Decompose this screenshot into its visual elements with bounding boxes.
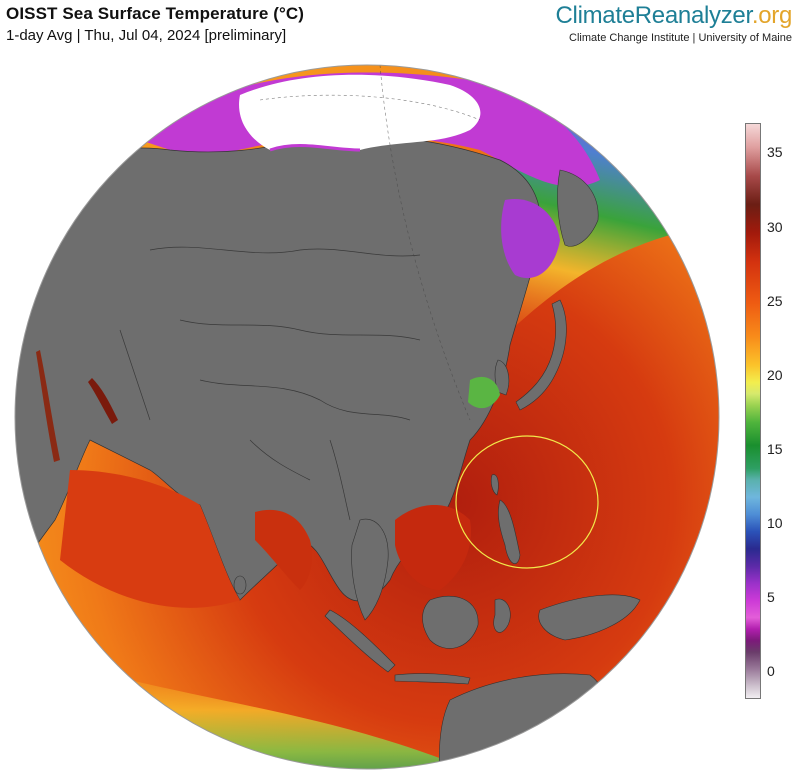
indochina-peninsula [351, 518, 389, 621]
persian-gulf [88, 378, 118, 424]
sea-of-okhotsk [501, 199, 560, 279]
south-china-sea [395, 505, 471, 590]
brand-logo-text[interactable]: ClimateReanalyzer.org [555, 2, 793, 30]
bay-of-bengal [255, 509, 312, 590]
arctic-sea-ice [239, 74, 481, 150]
page-subtitle: 1-day Avg | Thu, Jul 04, 2024 [prelimina… [6, 27, 287, 44]
japan [515, 299, 567, 411]
brand-name-main: ClimateReanalyzer [555, 2, 753, 29]
yellow-sea [468, 376, 500, 409]
colorbar-tick-10: 10 [767, 515, 783, 531]
philippines [498, 499, 521, 565]
colorbar-tick-15: 15 [767, 441, 783, 457]
colorbar-tick-25: 25 [767, 293, 783, 309]
globe-outline [14, 64, 720, 770]
border-line [119, 329, 151, 421]
globe-map [14, 64, 720, 770]
sumatra [324, 609, 396, 673]
brand-institute: Climate Change Institute | University of… [569, 32, 792, 44]
colorbar-tick-35: 35 [767, 144, 783, 160]
border-line [249, 439, 311, 481]
taiwan [490, 474, 499, 496]
colorbar [745, 123, 761, 699]
brand-block: ClimateReanalyzer.org Climate Change Ins… [555, 2, 793, 44]
arabian-sea [60, 470, 240, 608]
java [394, 673, 471, 685]
arctic-ice-edge [269, 144, 361, 152]
red-sea [36, 350, 60, 462]
border-line [179, 319, 421, 341]
colorbar-tick-0: 0 [767, 663, 775, 679]
sri-lanka [233, 575, 247, 595]
highlight-circle [455, 435, 599, 569]
kamchatka [557, 169, 599, 247]
new-guinea [538, 594, 641, 641]
colorbar-tick-5: 5 [767, 589, 775, 605]
borneo [422, 595, 479, 649]
sulawesi [493, 598, 511, 633]
colorbar-tick-20: 20 [767, 367, 783, 383]
brand-name-tld: .org [751, 2, 792, 29]
border-line [199, 379, 411, 421]
korea [494, 359, 510, 396]
border-line [329, 439, 351, 521]
parallel-line [259, 94, 481, 121]
border-line [149, 246, 421, 257]
colorbar-tick-30: 30 [767, 219, 783, 235]
page-title: OISST Sea Surface Temperature (°C) [6, 4, 305, 23]
